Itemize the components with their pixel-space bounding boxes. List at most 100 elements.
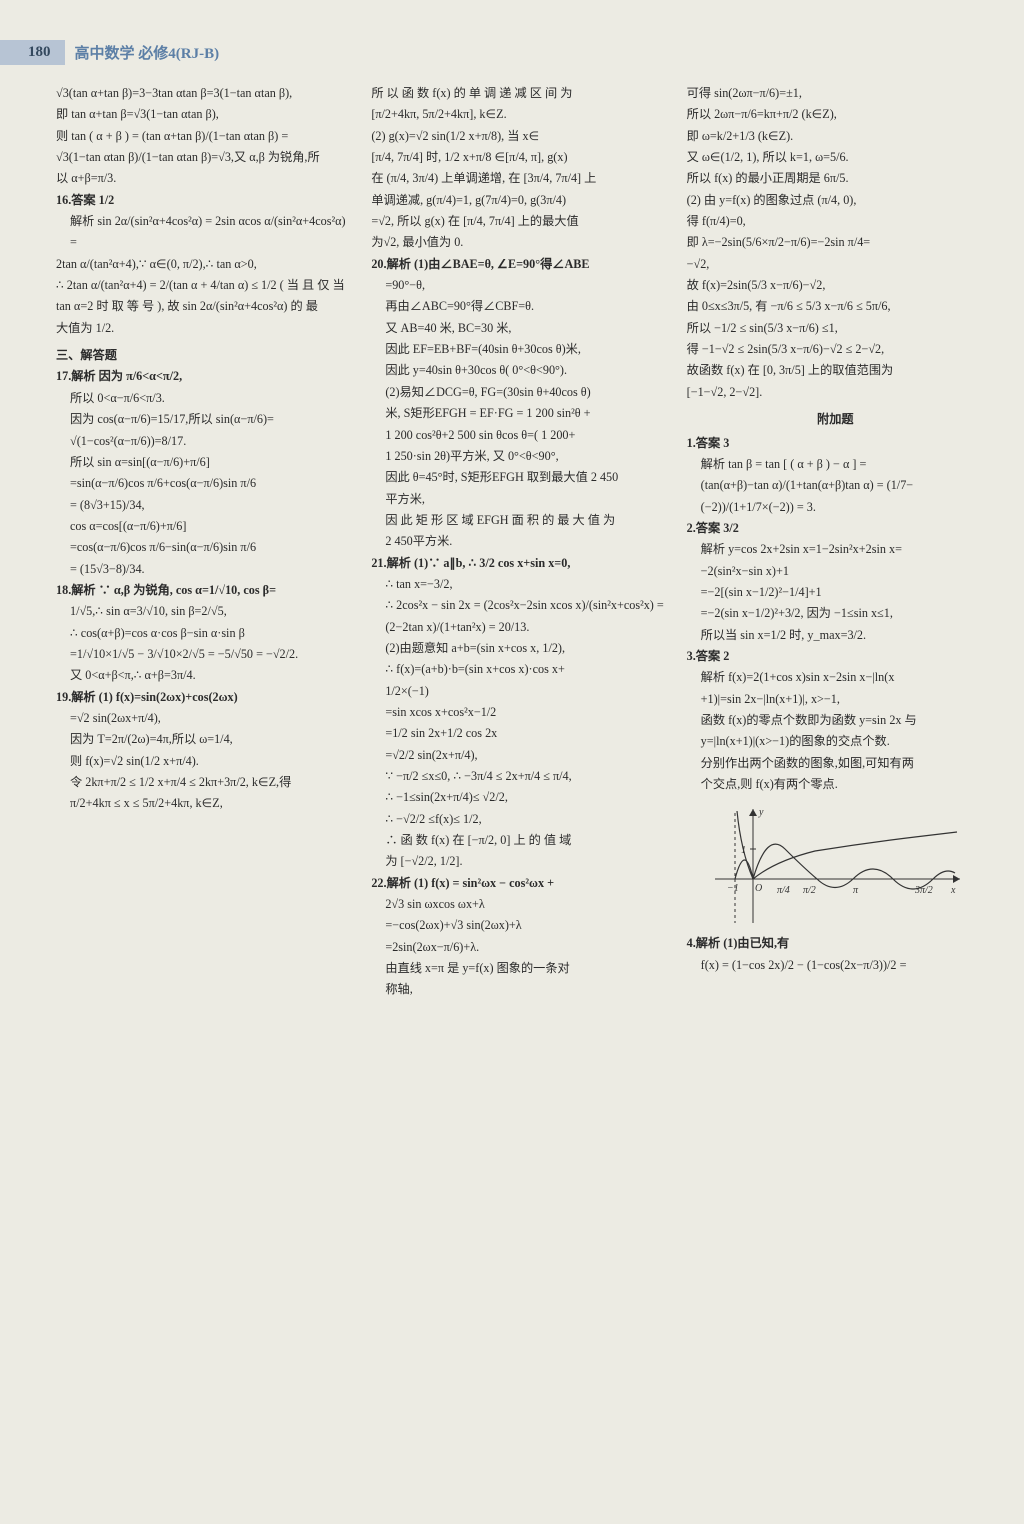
math-line: (2)由题意知 a+b=(sin x+cos x, 1/2), [371,638,668,659]
math-line: ∴ 函 数 f(x) 在 [−π/2, 0] 上 的 值 域 [371,830,668,851]
math-line: 单调递减, g(π/4)=1, g(7π/4)=0, g(3π/4) [371,190,668,211]
problem-heading: 21.解析 (1)∵ a∥b, ∴ 3/2 cos x+sin x=0, [371,553,668,574]
math-line: (2) 由 y=f(x) 的图象过点 (π/4, 0), [687,190,984,211]
math-line: ∴ 2cos²x − sin 2x = (2cos²x−2sin xcos x)… [371,595,668,616]
origin-label: O [755,883,762,894]
math-line: 在 (π/4, 3π/4) 上单调递增, 在 [3π/4, 7π/4] 上 [371,168,668,189]
math-line: −2(sin²x−sin x)+1 [687,561,984,582]
math-line: f(x) = (1−cos 2x)/2 − (1−cos(2x−π/3))/2 … [687,955,984,976]
math-line: =1/√10×1/√5 − 3/√10×2/√5 = −5/√50 = −√2/… [56,644,353,665]
math-line: 令 2kπ+π/2 ≤ 1/2 x+π/4 ≤ 2kπ+3π/2, k∈Z,得 [56,772,353,793]
math-line: 解析 tan β = tan [ ( α + β ) − α ] = [687,454,984,475]
math-line: =cos(α−π/6)cos π/6−sin(α−π/6)sin π/6 [56,537,353,558]
math-line: ∴ cos(α+β)=cos α·cos β−sin α·sin β [56,623,353,644]
math-line: 因此 θ=45°时, S矩形EFGH 取到最大值 2 450 [371,467,668,488]
page-number-tab: 180 [0,40,65,65]
math-line: =−2[(sin x−1/2)²−1/4]+1 [687,582,984,603]
math-line: 又 AB=40 米, BC=30 米, [371,318,668,339]
math-line: √3(1−tan αtan β)/(1−tan αtan β)=√3,又 α,β… [56,147,353,168]
tick-label: π [853,885,859,896]
math-line: 解析 sin 2α/(sin²α+4cos²α) = 2sin αcos α/(… [56,211,353,254]
math-line: 所以 −1/2 ≤ sin(5/3 x−π/6) ≤1, [687,318,984,339]
math-line: 则 f(x)=√2 sin(1/2 x+π/4). [56,751,353,772]
math-line: 分别作出两个函数的图象,如图,可知有两 [687,753,984,774]
problem-heading: 20.解析 (1)由∠BAE=θ, ∠E=90°得∠ABE [371,254,668,275]
axis-label-y: y [758,807,764,818]
math-line: +1)|=sin 2x−|ln(x+1)|, x>−1, [687,689,984,710]
section-heading: 三、解答题 [56,345,353,366]
math-line: tan α=2 时 取 等 号 ), 故 sin 2α/(sin²α+4cos²… [56,296,353,317]
math-line: 2tan α/(tan²α+4),∵ α∈(0, π/2),∴ tan α>0, [56,254,353,275]
math-line: 大值为 1/2. [56,318,353,339]
math-line: =√2 sin(2ωx+π/4), [56,708,353,729]
math-line: = (15√3−8)/34. [56,559,353,580]
problem-heading: 4.解析 (1)由已知,有 [687,933,984,954]
math-line: = (8√3+15)/34, [56,495,353,516]
math-line: 1/2×(−1) [371,681,668,702]
math-line: 故 f(x)=2sin(5/3 x−π/6)−√2, [687,275,984,296]
math-line: 再由∠ABC=90°得∠CBF=θ. [371,296,668,317]
math-line: 以 α+β=π/3. [56,168,353,189]
math-line: ∵ −π/2 ≤x≤0, ∴ −3π/4 ≤ 2x+π/4 ≤ π/4, [371,766,668,787]
math-line: ∴ −1≤sin(2x+π/4)≤ √2/2, [371,787,668,808]
math-line: √3(tan α+tan β)=3−3tan αtan β=3(1−tan αt… [56,83,353,104]
math-line: =−2(sin x−1/2)²+3/2, 因为 −1≤sin x≤1, [687,603,984,624]
math-line: ∴ 2tan α/(tan²α+4) = 2/(tan α + 4/tan α)… [56,275,353,296]
math-line: cos α=cos[(α−π/6)+π/6] [56,516,353,537]
math-line: [−1−√2, 2−√2]. [687,382,984,403]
math-line: 2 450平方米. [371,531,668,552]
math-line: =2sin(2ωx−π/6)+λ. [371,937,668,958]
math-line: 米, S矩形EFGH = EF·FG = 1 200 sin²θ + [371,403,668,424]
math-line: 所以 sin α=sin[(α−π/6)+π/6] [56,452,353,473]
textbook-page: 180 高中数学 必修4(RJ-B) √3(tan α+tan β)=3−3ta… [0,0,1024,1524]
math-line: 即 λ=−2sin(5/6×π/2−π/6)=−2sin π/4= [687,232,984,253]
problem-heading: 2.答案 3/2 [687,518,984,539]
math-line: [π/2+4kπ, 5π/2+4kπ], k∈Z. [371,104,668,125]
math-line: 平方米, [371,489,668,510]
math-line: 解析 y=cos 2x+2sin x=1−2sin²x+2sin x= [687,539,984,560]
problem-heading: 22.解析 (1) f(x) = sin²ωx − cos²ωx + [371,873,668,894]
math-line: 又 0<α+β<π,∴ α+β=3π/4. [56,665,353,686]
math-line: 所以 2ωπ−π/6=kπ+π/2 (k∈Z), [687,104,984,125]
math-line: (tan(α+β)−tan α)/(1+tan(α+β)tan α) = (1/… [687,475,984,518]
math-line: 故函数 f(x) 在 [0, 3π/5] 上的取值范围为 [687,360,984,381]
content-columns: √3(tan α+tan β)=3−3tan αtan β=3(1−tan αt… [56,83,984,1001]
math-line: 因此 y=40sin θ+30cos θ( 0°<θ<90°). [371,360,668,381]
math-line: =90°−θ, [371,275,668,296]
math-line: √(1−cos²(α−π/6))=8/17. [56,431,353,452]
math-line: 所以 f(x) 的最小正周期是 6π/5. [687,168,984,189]
column-2: 所 以 函 数 f(x) 的 单 调 递 减 区 间 为 [π/2+4kπ, 5… [371,83,668,1001]
math-line: 所以当 sin x=1/2 时, y_max=3/2. [687,625,984,646]
math-line: =−cos(2ωx)+√3 sin(2ωx)+λ [371,915,668,936]
problem-heading: 17.解析 因为 π/6<α<π/2, [56,366,353,387]
math-line: 即 tan α+tan β=√3(1−tan αtan β), [56,104,353,125]
math-line: 1 250·sin 2θ)平方米, 又 0°<θ<90°, [371,446,668,467]
math-line: 可得 sin(2ωπ−π/6)=±1, [687,83,984,104]
math-line: =1/2 sin 2x+1/2 cos 2x [371,723,668,744]
math-line: 又 ω∈(1/2, 1), 所以 k=1, ω=5/6. [687,147,984,168]
axis-label-x: x [950,885,956,896]
column-3: 可得 sin(2ωπ−π/6)=±1, 所以 2ωπ−π/6=kπ+π/2 (k… [687,83,984,1001]
math-line: 因为 T=2π/(2ω)=4π,所以 ω=1/4, [56,729,353,750]
math-line: 为√2, 最小值为 0. [371,232,668,253]
math-line: 由直线 x=π 是 y=f(x) 图象的一条对 [371,958,668,979]
function-intersection-graph: y 1 −1 O π/4 π/2 π 3π/2 x [705,801,965,929]
book-title: 高中数学 必修4(RJ-B) [75,42,220,63]
problem-heading: 18.解析 ∵ α,β 为锐角, cos α=1/√10, cos β= [56,580,353,601]
math-line: =sin xcos x+cos²x−1/2 [371,702,668,723]
math-line: 因为 cos(α−π/6)=15/17,所以 sin(α−π/6)= [56,409,353,430]
column-1: √3(tan α+tan β)=3−3tan αtan β=3(1−tan αt… [56,83,353,1001]
math-line: 即 ω=k/2+1/3 (k∈Z). [687,126,984,147]
math-line: 得 f(π/4)=0, [687,211,984,232]
math-line: 因此 EF=EB+BF=(40sin θ+30cos θ)米, [371,339,668,360]
math-line: [π/4, 7π/4] 时, 1/2 x+π/8 ∈[π/4, π], g(x) [371,147,668,168]
extra-problems-heading: 附加题 [687,409,984,430]
math-line: 因 此 矩 形 区 域 EFGH 面 积 的 最 大 值 为 [371,510,668,531]
math-line: (2−2tan x)/(1+tan²x) = 20/13. [371,617,668,638]
tick-label: π/4 [777,885,790,896]
math-line: y=|ln(x+1)|(x>−1)的图象的交点个数. [687,731,984,752]
math-line: 由 0≤x≤3π/5, 有 −π/6 ≤ 5/3 x−π/6 ≤ 5π/6, [687,296,984,317]
math-line: 函数 f(x)的零点个数即为函数 y=sin 2x 与 [687,710,984,731]
math-line: =√2, 所以 g(x) 在 [π/4, 7π/4] 上的最大值 [371,211,668,232]
math-line: 2√3 sin ωxcos ωx+λ [371,894,668,915]
